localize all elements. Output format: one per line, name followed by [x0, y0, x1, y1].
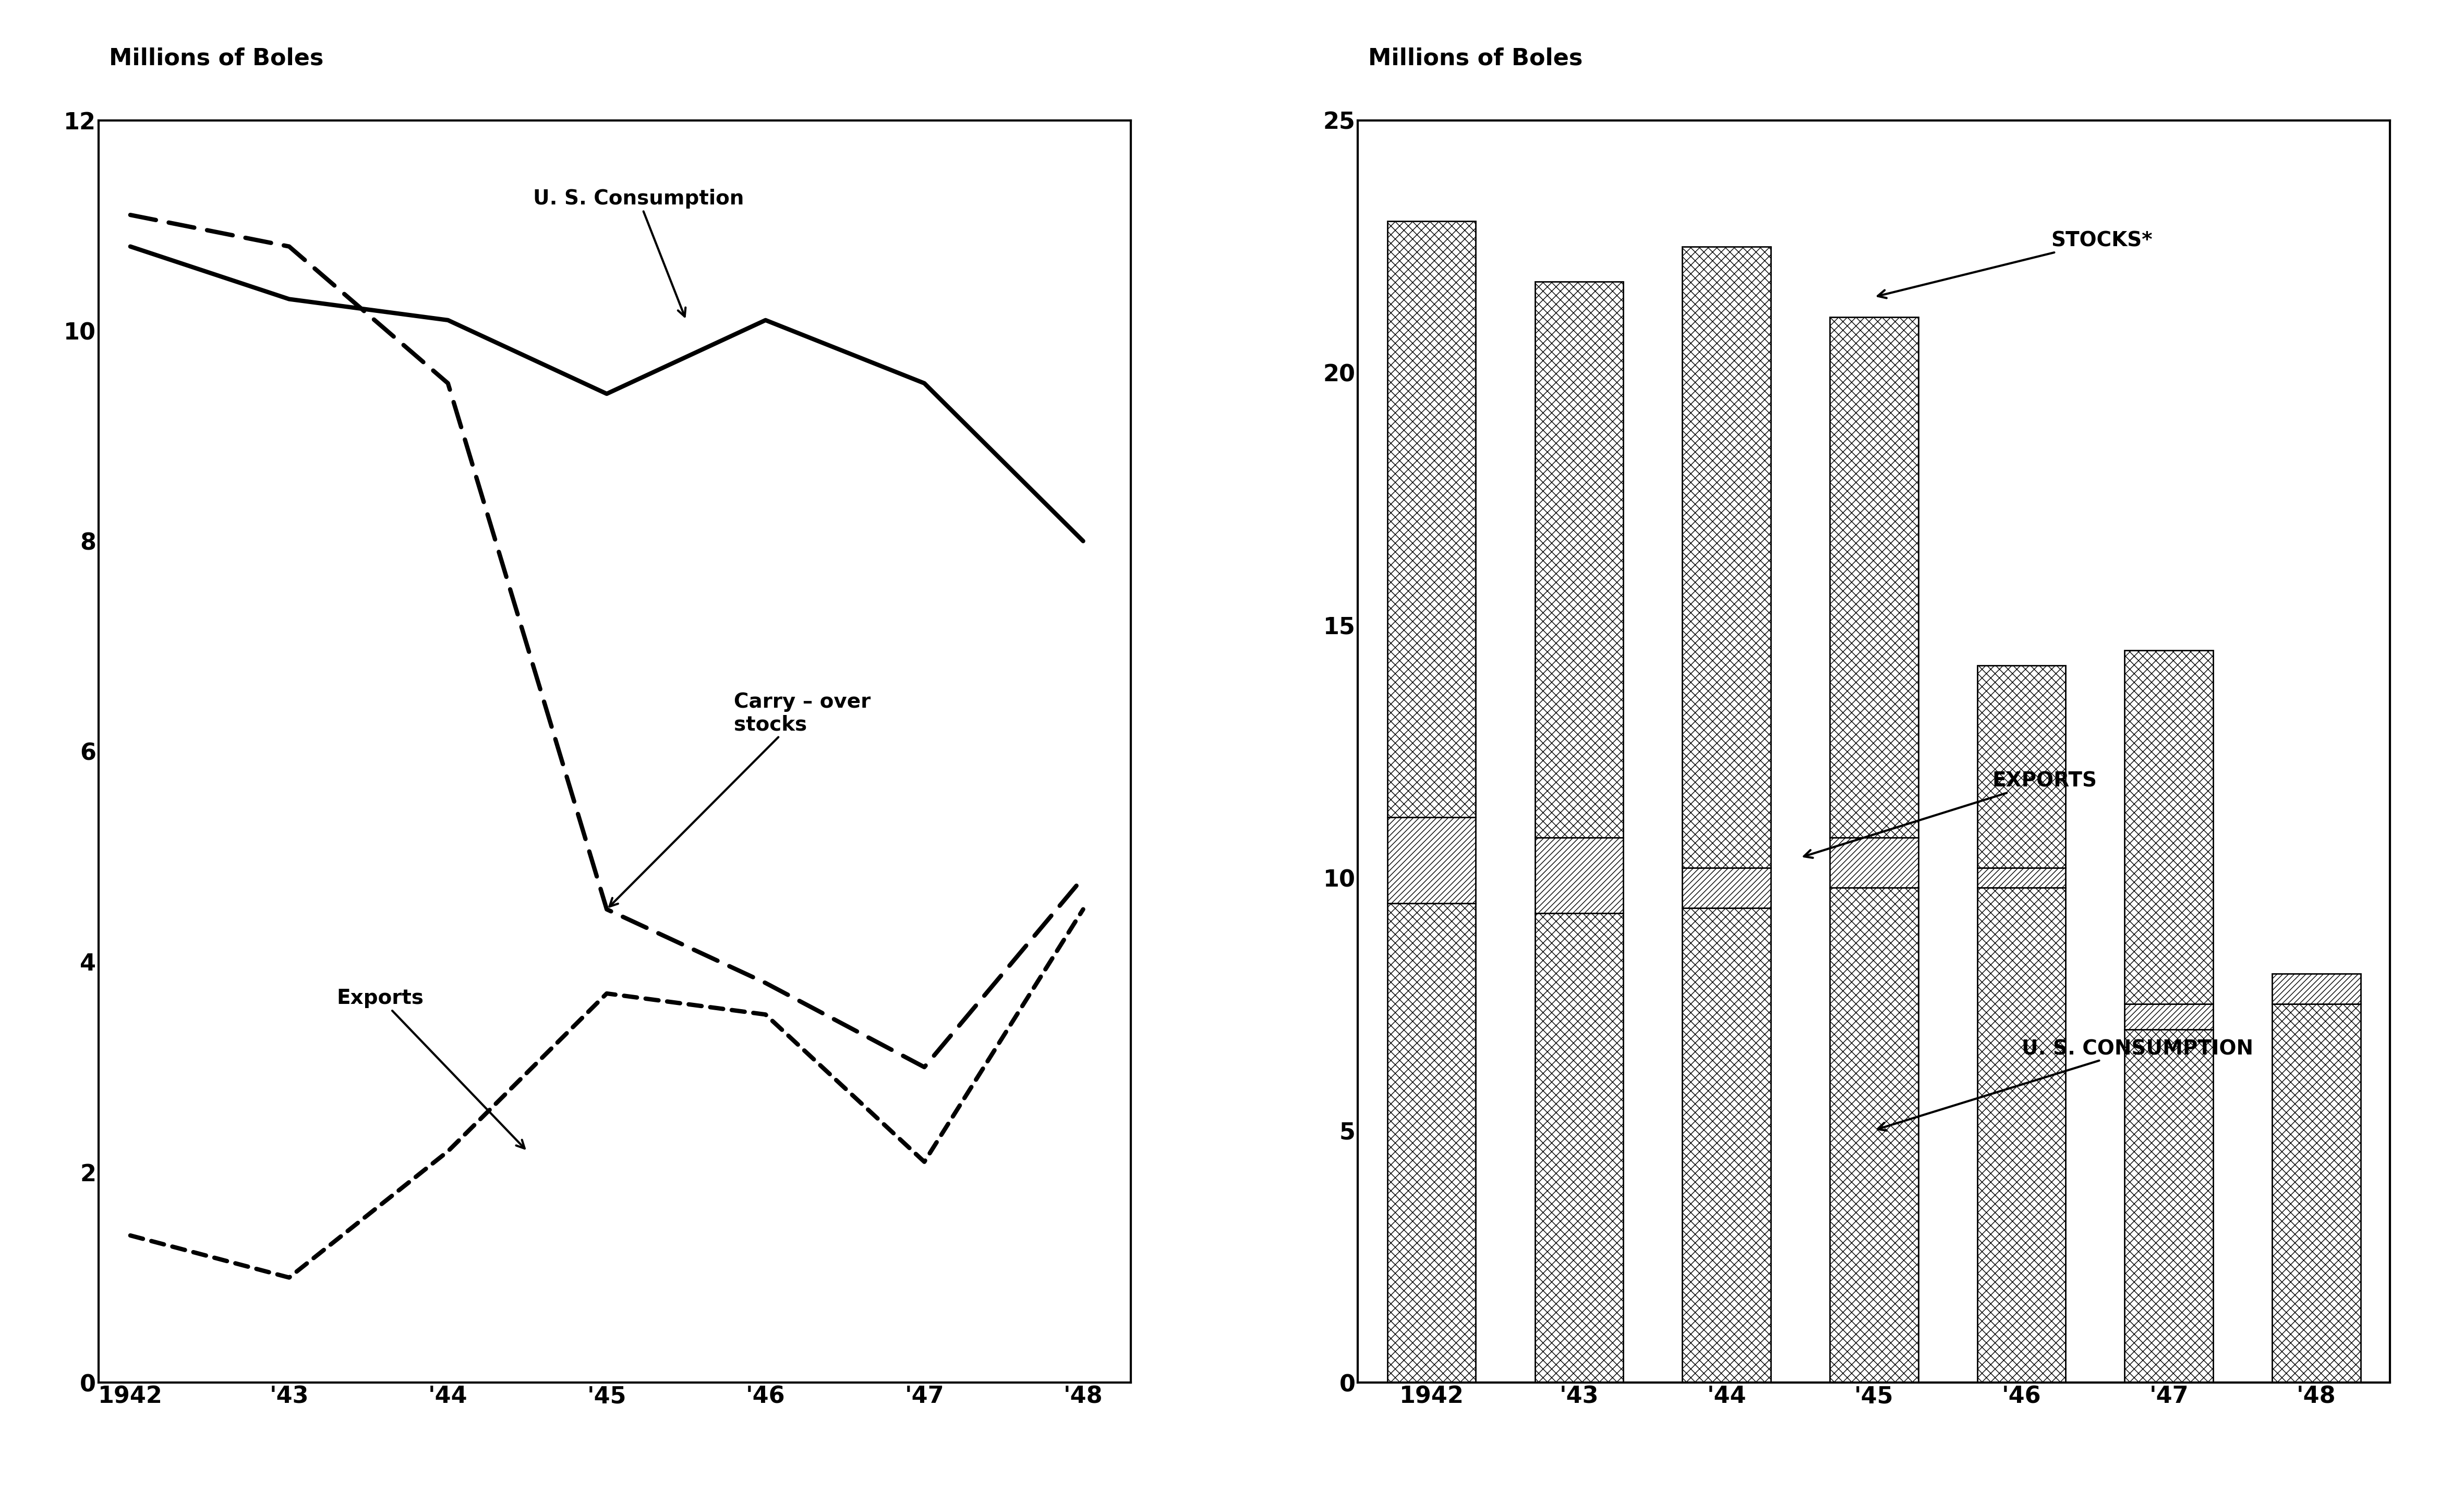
Bar: [2124, 1004, 2213, 1030]
Text: STOCKS*: STOCKS*: [1878, 231, 2154, 298]
Text: Millions of Boles: Millions of Boles: [1368, 47, 1582, 69]
Text: Millions of Boles: Millions of Boles: [108, 47, 323, 69]
Bar: [1683, 867, 1772, 908]
Text: Exports: Exports: [338, 989, 525, 1148]
Bar: [2272, 1004, 2361, 1383]
Bar: [1535, 283, 1624, 837]
Bar: [2124, 651, 2213, 1004]
Bar: [1976, 867, 2065, 888]
Text: U. S. CONSUMPTION: U. S. CONSUMPTION: [1878, 1039, 2252, 1130]
Text: EXPORTS: EXPORTS: [1804, 771, 2097, 858]
Bar: [1831, 317, 1917, 837]
Bar: [1535, 914, 1624, 1383]
Text: U. S. Consumption: U. S. Consumption: [532, 189, 744, 317]
Bar: [1683, 246, 1772, 867]
Bar: [1387, 221, 1476, 818]
Bar: [1387, 903, 1476, 1383]
Bar: [1976, 666, 2065, 867]
Text: Carry – over
stocks: Carry – over stocks: [609, 691, 870, 906]
Bar: [2272, 974, 2361, 1004]
Bar: [1683, 908, 1772, 1383]
Bar: [1976, 888, 2065, 1383]
Bar: [1387, 818, 1476, 903]
Bar: [2124, 1030, 2213, 1383]
Bar: [1535, 837, 1624, 914]
Bar: [1831, 837, 1917, 888]
Bar: [1831, 888, 1917, 1383]
